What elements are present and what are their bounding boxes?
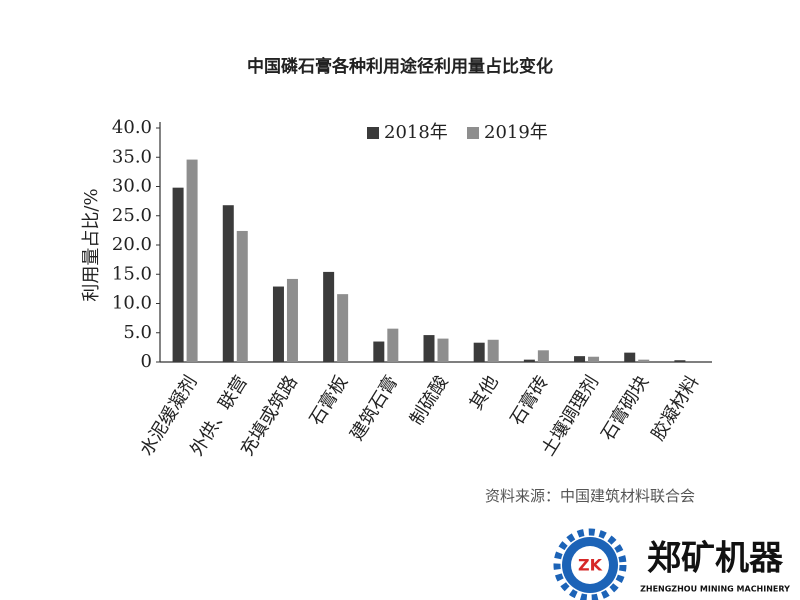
legend-label: 2019年 [484, 122, 548, 143]
bar [437, 338, 449, 362]
bar [272, 286, 284, 362]
bar [638, 359, 650, 362]
y-tick-label: 30.0 [112, 176, 152, 197]
bar [323, 271, 335, 362]
brand-logo: ZK 郑矿机器 ZHENGZHOU MINING MACHINERY [553, 528, 790, 600]
bar [387, 328, 399, 362]
legend-swatch [367, 127, 379, 139]
y-tick-label: 40.0 [112, 117, 152, 138]
logo-mark: ZK [578, 556, 603, 575]
bar [222, 205, 234, 362]
logo-core [571, 546, 609, 584]
logo-teeth [553, 528, 627, 600]
legend-label: 2018年 [384, 122, 448, 143]
y-tick-label: 20.0 [112, 234, 152, 255]
brand-subtitle: ZHENGZHOU MINING MACHINERY [640, 585, 790, 594]
brand-name: 郑矿机器 [647, 539, 784, 579]
y-tick-label: 35.0 [112, 146, 152, 167]
y-tick-label: 10.0 [112, 293, 152, 314]
legend-swatch [467, 127, 479, 139]
bar [487, 339, 499, 362]
bar [186, 159, 198, 362]
bar [286, 278, 298, 362]
bar [172, 187, 184, 362]
y-tick-label: 5.0 [123, 322, 152, 343]
bar [674, 360, 686, 362]
bar [588, 356, 600, 362]
bar [473, 342, 485, 362]
bar [236, 230, 248, 362]
bar [574, 356, 586, 362]
source-note: 资料来源：中国建筑材料联合会 [485, 487, 695, 505]
y-axis-title: 利用量占比/% [81, 188, 102, 301]
bar [537, 350, 549, 362]
y-tick-label: 25.0 [112, 205, 152, 226]
y-tick-label: 15.0 [112, 263, 152, 284]
bar [373, 341, 385, 362]
bar [523, 359, 535, 362]
bar [624, 352, 636, 362]
y-tick-label: 0 [141, 351, 152, 372]
bar [423, 335, 435, 362]
bar [337, 294, 349, 362]
chart-title: 中国磷石膏各种利用途径利用量占比变化 [247, 56, 553, 77]
